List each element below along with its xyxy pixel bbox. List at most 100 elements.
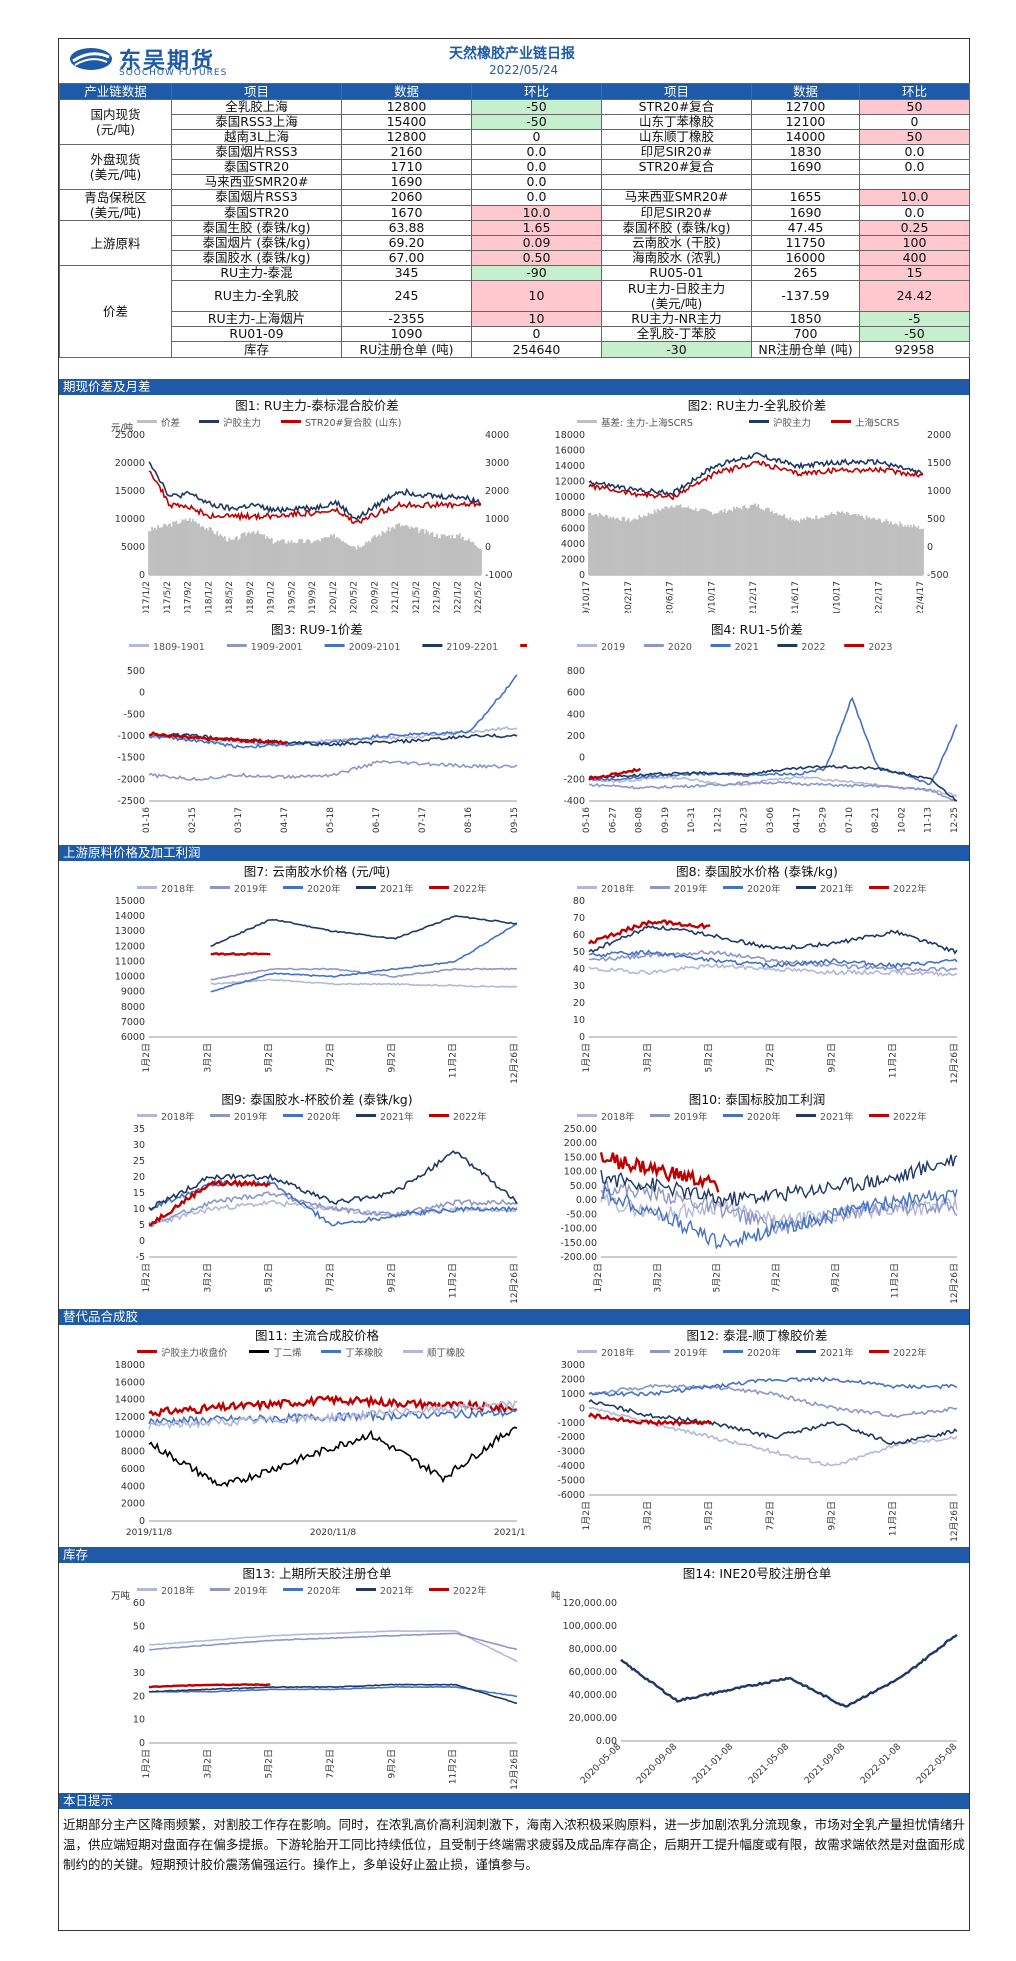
table-row: 泰国STR20 1710 0.0 STR20#复合 1690 0.0 bbox=[60, 159, 970, 175]
y-tick-label: -2500 bbox=[117, 796, 145, 807]
y-tick-label: 18000 bbox=[115, 1360, 145, 1371]
y-tick-label: 0.00 bbox=[596, 1736, 617, 1747]
y-tick-label: 0 bbox=[139, 688, 145, 699]
figure-title: 图14: INE20号胶注册仓单 bbox=[682, 1566, 832, 1581]
legend-label: 2021年 bbox=[820, 883, 854, 895]
y-tick-label: 8000 bbox=[121, 1002, 145, 1013]
x-tick-label: 07-10 bbox=[845, 807, 855, 833]
table-item: RU主力-上海烟片 bbox=[171, 311, 342, 327]
x-tick-label: 1月2日 bbox=[141, 1749, 152, 1778]
table-value: 254640 bbox=[471, 341, 602, 358]
y-tick-label: 10000 bbox=[115, 514, 145, 525]
legend-swatch bbox=[429, 1114, 449, 1117]
table-change bbox=[859, 174, 970, 190]
table-value: 12800 bbox=[341, 129, 472, 145]
x-tick-label: 9月2日 bbox=[830, 1263, 841, 1292]
y-tick-label: 20,000.00 bbox=[569, 1713, 617, 1724]
table-value: 14000 bbox=[751, 129, 860, 145]
figure-2: 图2: RU主力-全乳胶价差 基差: 主力-上海SCRS 沪胶主力 上海SCRS 0 20… bbox=[547, 395, 967, 613]
x-tick-label: 5月2日 bbox=[264, 1043, 275, 1072]
legend-label: 2109-2201 bbox=[446, 642, 498, 653]
figure-title: 图11: 主流合成胶价格 bbox=[254, 1328, 380, 1343]
chart-legend: 2018年 2019年 2020年 2021年 2022年 bbox=[137, 883, 487, 895]
table-item: 泰国烟片RSS3 bbox=[171, 189, 342, 206]
series-line bbox=[588, 963, 958, 977]
legend-label: 2020年 bbox=[747, 883, 781, 895]
legend-label: 1909-2001 bbox=[251, 642, 303, 653]
series-line bbox=[588, 780, 958, 802]
series-line bbox=[588, 767, 642, 781]
x-tick-label: 03-06 bbox=[766, 807, 776, 833]
table-header-0: 产业链数据 bbox=[59, 83, 172, 100]
legend-label: 2022年 bbox=[893, 883, 927, 895]
y-tick-label: 0 bbox=[139, 1738, 145, 1749]
y-tick-label: 40,000.00 bbox=[569, 1690, 617, 1701]
series-line bbox=[148, 760, 518, 782]
legend-swatch bbox=[577, 1350, 597, 1353]
figure-8-svg: 2018年 2019年 2020年 2021年 2022年 0 10 20 30 40 50 60 70… bbox=[573, 883, 960, 1084]
y-axis: 6000 7000 8000 9000 10000 11000 12000 13000 1400… bbox=[115, 896, 517, 1043]
y-tick-label: 30 bbox=[133, 1668, 145, 1679]
figure-7: 图7: 云南胶水价格 (元/吨) 2018年 2019年 2020年 2021年 2022… bbox=[107, 861, 527, 1085]
table-value: 2160 bbox=[341, 144, 472, 160]
y-tick-label: 0 bbox=[579, 753, 585, 764]
y-axis: -5 0 5 10 15 20 25 30 35 bbox=[133, 1124, 517, 1263]
series-line bbox=[148, 731, 287, 745]
series-line bbox=[210, 978, 518, 989]
y-tick-label: 400 bbox=[567, 709, 585, 720]
legend-label: 上海SCRS bbox=[855, 417, 899, 429]
x-tick-label: 3月2日 bbox=[652, 1263, 663, 1292]
legend-swatch bbox=[324, 644, 345, 647]
x-tick-label: 11月2日 bbox=[448, 1749, 459, 1784]
x-tick-label: 5月2日 bbox=[264, 1749, 275, 1778]
y-tick-label: 50.00 bbox=[570, 1181, 597, 1192]
series-line bbox=[148, 1426, 518, 1488]
x-tick-label: 2019/9/2 bbox=[308, 581, 318, 613]
y-tick-label: -100.00 bbox=[560, 1224, 597, 1235]
y-tick-label: -5000 bbox=[557, 1476, 585, 1487]
x-tick-label: 02-15 bbox=[188, 807, 198, 833]
x-tick-label: 2020/11/8 bbox=[310, 1528, 356, 1538]
table-header-row: 产业链数据 项目 数据 环比 项目 数据 环比 bbox=[59, 83, 970, 100]
legend-label: 2021年 bbox=[380, 883, 414, 895]
table-item: 印尼SIR20# bbox=[601, 204, 752, 221]
logo-english: SOOCHOW FUTURES bbox=[119, 68, 228, 78]
x-tick-label: 04-17 bbox=[792, 807, 802, 833]
chart-legend: 1809-19011909-20012009-21012109-22012209… bbox=[129, 642, 527, 653]
figure-title: 图8: 泰国胶水价格 (泰铢/kg) bbox=[676, 864, 838, 879]
legend-swatch bbox=[321, 1350, 341, 1353]
table-row: RU01-09 1090 0 全乳胶-丁苯胶 700 -50 bbox=[60, 326, 970, 342]
y-tick-label: 60 bbox=[133, 1598, 145, 1609]
y2-tick-label: 1000 bbox=[927, 486, 951, 497]
table-group-label: 价差 bbox=[59, 265, 172, 358]
table-group-label: 库存 bbox=[171, 341, 342, 358]
series-line bbox=[588, 775, 958, 797]
table-value: 12700 bbox=[751, 99, 860, 115]
x-tick-label: 5月2日 bbox=[712, 1263, 723, 1292]
x-axis: 2017/1/2 2017/5/2 2017/9/2 2018/1/2 2018/5/2… bbox=[142, 581, 484, 613]
y-tick-label: 25000 bbox=[115, 430, 145, 441]
legend-label: 2021年 bbox=[820, 1111, 854, 1123]
y-tick-label: -2000 bbox=[557, 1432, 585, 1443]
y-tick-label: 800 bbox=[567, 666, 585, 677]
x-tick-label: 08-21 bbox=[871, 807, 881, 833]
y-tick-label: -200.00 bbox=[560, 1252, 597, 1263]
table-item: 海南胶水 (浓乳) bbox=[601, 250, 752, 266]
y-tick-label: 12000 bbox=[115, 1412, 145, 1423]
legend-label: 2020年 bbox=[307, 883, 341, 895]
y-tick-label: 80,000.00 bbox=[569, 1644, 617, 1655]
y-tick-label: 7000 bbox=[121, 1017, 145, 1028]
series-line bbox=[588, 452, 924, 497]
series-line bbox=[588, 460, 924, 501]
x-tick-label: 11月2日 bbox=[888, 1501, 899, 1536]
x-tick-label: 2022/5/2 bbox=[474, 581, 484, 613]
y-tick-label: 10000 bbox=[115, 972, 145, 983]
figure-13-svg: 2018年 2019年 2020年 2021年 2022年 0 10 20 30 40 50 60万吨… bbox=[111, 1585, 520, 1790]
legend-swatch bbox=[210, 886, 230, 889]
report-date: 2022/05/24 bbox=[489, 63, 559, 77]
legend-label: 2019年 bbox=[674, 1347, 708, 1359]
table-item: 泰国STR20 bbox=[171, 204, 342, 221]
x-tick-label: 11月2日 bbox=[888, 1043, 899, 1078]
y-tick-label: -150.00 bbox=[560, 1238, 597, 1249]
